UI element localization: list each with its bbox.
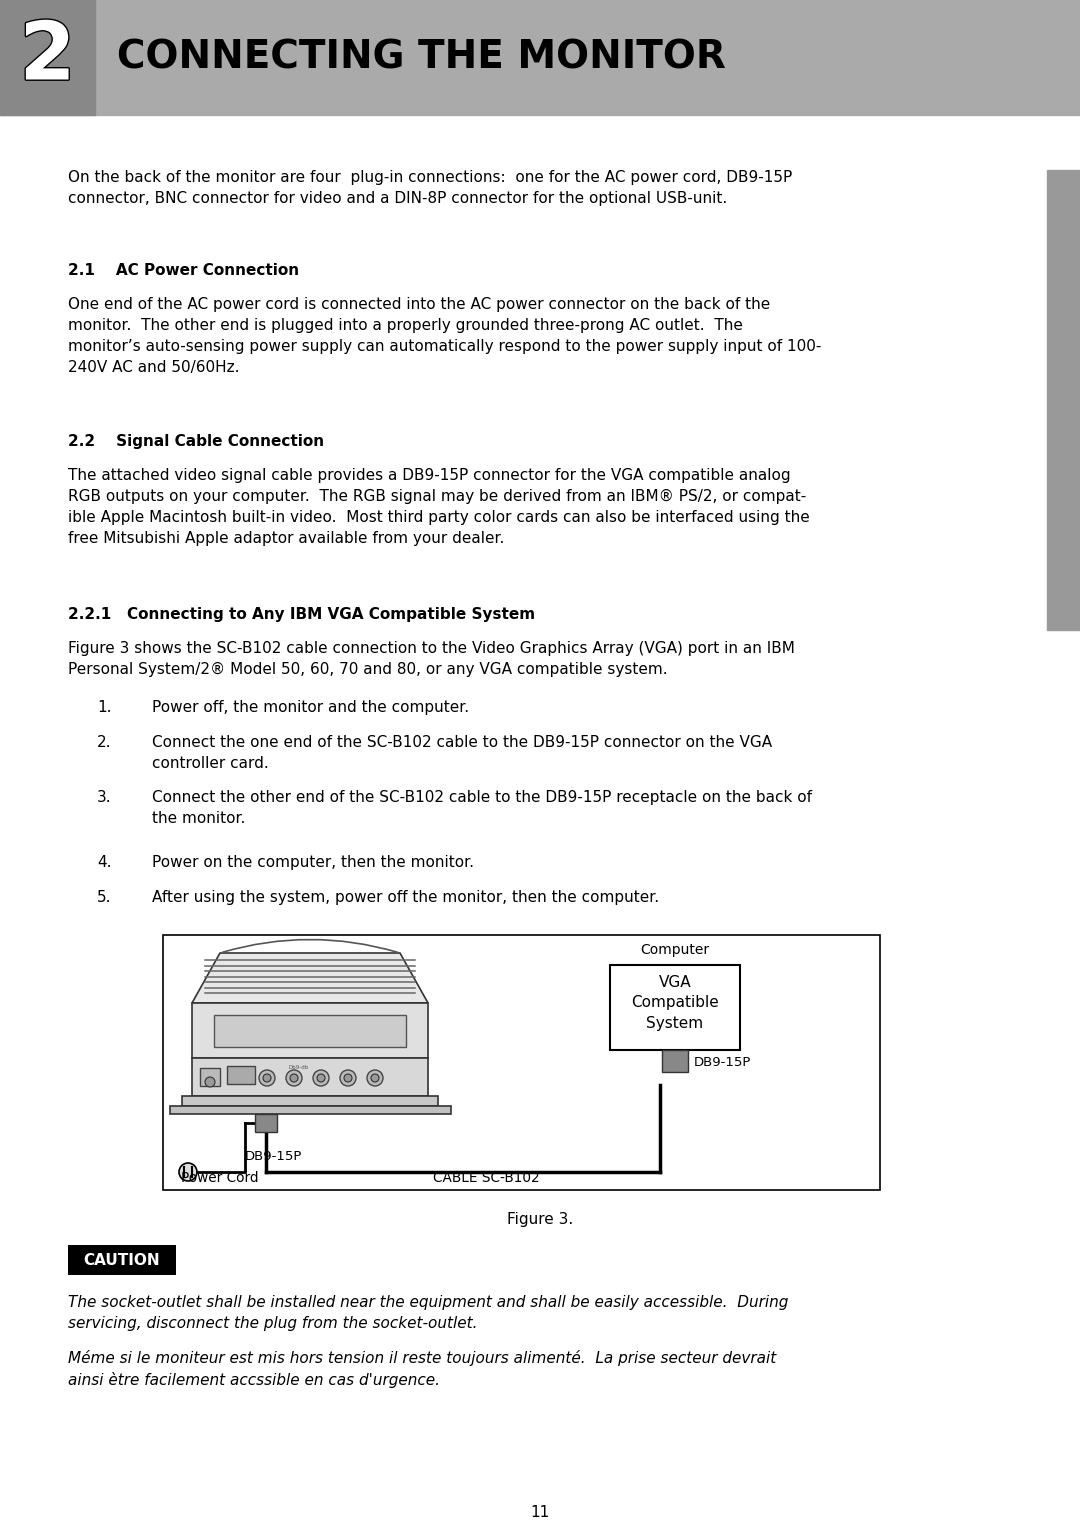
Text: Méme si le moniteur est mis hors tension il reste toujours alimenté.  La prise s: Méme si le moniteur est mis hors tension… [68,1351,777,1389]
Text: The attached video signal cable provides a DB9-15P connector for the VGA compati: The attached video signal cable provides… [68,468,810,546]
Text: Power Cord: Power Cord [181,1170,258,1186]
Circle shape [313,1070,329,1087]
Text: Figure 3 shows the SC-B102 cable connection to the Video Graphics Array (VGA) po: Figure 3 shows the SC-B102 cable connect… [68,641,795,678]
Bar [68,1245,176,1276]
Bar [227,1067,255,1083]
Text: 2.1    AC Power Connection: 2.1 AC Power Connection [68,262,299,278]
Circle shape [372,1074,379,1082]
Bar [610,964,740,1050]
Text: 2.2    Signal Cable Connection: 2.2 Signal Cable Connection [68,433,324,449]
Bar [1047,169,1080,630]
Bar [183,1096,438,1106]
Text: On the back of the monitor are four  plug-in connections:  one for the AC power : On the back of the monitor are four plug… [68,169,793,206]
Circle shape [259,1070,275,1087]
Text: The socket-outlet shall be installed near the equipment and shall be easily acce: The socket-outlet shall be installed nea… [68,1296,788,1331]
Text: CONNECTING THE MONITOR: CONNECTING THE MONITOR [117,38,726,76]
Text: Figure 3.: Figure 3. [507,1212,573,1227]
Bar [0,0,1080,114]
Circle shape [286,1070,302,1087]
Text: 2.2.1   Connecting to Any IBM VGA Compatible System: 2.2.1 Connecting to Any IBM VGA Compatib… [68,607,535,623]
Text: DB9-15P: DB9-15P [694,1056,752,1068]
Polygon shape [192,954,428,1003]
Text: Connect the one end of the SC-B102 cable to the DB9-15P connector on the VGA
con: Connect the one end of the SC-B102 cable… [152,736,772,771]
Bar [200,1068,220,1087]
Text: 4.: 4. [97,855,111,870]
Circle shape [340,1070,356,1087]
Circle shape [345,1074,352,1082]
Text: Power off, the monitor and the computer.: Power off, the monitor and the computer. [152,700,469,716]
Text: Db9-db: Db9-db [288,1065,308,1070]
Text: CAUTION: CAUTION [83,1253,160,1268]
Text: Power on the computer, then the monitor.: Power on the computer, then the monitor. [152,855,474,870]
Bar [163,935,880,1190]
Text: One end of the AC power cord is connected into the AC power connector on the bac: One end of the AC power cord is connecte… [68,298,822,375]
Bar [214,1015,406,1047]
Bar [192,1058,428,1096]
Circle shape [318,1074,325,1082]
Bar [662,1050,688,1071]
Bar [170,1106,451,1114]
Text: 1.: 1. [97,700,111,716]
Text: 11: 11 [530,1505,550,1520]
Bar [255,1114,276,1132]
Text: Connect the other end of the SC-B102 cable to the DB9-15P receptacle on the back: Connect the other end of the SC-B102 cab… [152,790,812,826]
Text: 2.: 2. [97,736,111,749]
Text: 5.: 5. [97,890,111,905]
Text: DB9-15P: DB9-15P [245,1151,302,1163]
Bar [0,0,95,114]
Circle shape [291,1074,298,1082]
Bar [192,1003,428,1058]
Text: Computer: Computer [640,943,710,957]
Text: 2: 2 [19,18,76,96]
Text: VGA
Compatible
System: VGA Compatible System [631,975,719,1030]
Text: 3.: 3. [97,790,111,806]
Circle shape [179,1163,197,1181]
Text: After using the system, power off the monitor, then the computer.: After using the system, power off the mo… [152,890,659,905]
Circle shape [205,1077,215,1087]
Circle shape [367,1070,383,1087]
Circle shape [264,1074,271,1082]
Text: CABLE SC-B102: CABLE SC-B102 [433,1170,540,1186]
